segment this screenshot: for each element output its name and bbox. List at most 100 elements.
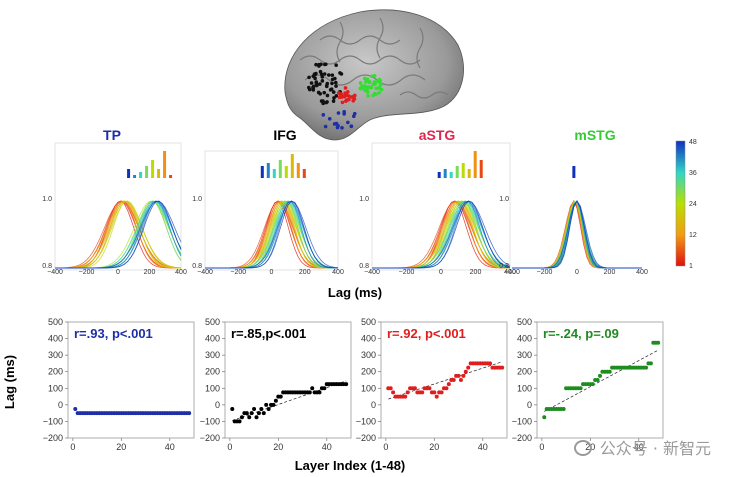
lag-curve <box>512 200 642 269</box>
electrode-dot <box>377 90 381 95</box>
y-tick-label: −100 <box>356 416 376 426</box>
electrode-dot <box>321 113 326 117</box>
y-tick-label: 300 <box>517 350 532 360</box>
electrode-dot <box>340 100 345 105</box>
electrode-dot <box>333 80 338 85</box>
electrode-dot <box>311 84 316 89</box>
peak-histogram-bar <box>127 169 131 178</box>
x-tick-label: 40 <box>478 442 488 452</box>
panel-title: mSTG <box>574 127 615 143</box>
lag-curve <box>512 201 642 269</box>
x-tick-label: 20 <box>273 442 283 452</box>
electrode-dot <box>342 94 347 99</box>
x-tick-label: 400 <box>504 269 516 276</box>
electrode-dot <box>338 71 342 75</box>
panel-title: IFG <box>273 127 296 143</box>
electrode-dot <box>371 82 376 87</box>
data-point <box>322 386 327 391</box>
panel-title: aSTG <box>419 127 456 143</box>
y-tick-label: 300 <box>48 350 63 360</box>
data-point <box>456 373 461 378</box>
y-tick-label: 0.8 <box>359 263 369 270</box>
lag-panel-ifg: IFG 1.0 0.8−400 −200 0 200 400 <box>192 127 344 276</box>
electrode-dot <box>342 110 347 114</box>
electrode-dot <box>322 90 327 95</box>
electrode-dot <box>365 87 370 91</box>
data-point <box>648 361 653 366</box>
peak-histogram-bar <box>296 163 300 178</box>
electrode-dot <box>313 76 317 81</box>
y-tick-label: 0.8 <box>42 263 52 270</box>
data-point <box>317 390 322 395</box>
electrode-dot <box>347 97 351 102</box>
data-point <box>187 411 192 416</box>
lag-curve <box>512 200 642 269</box>
y-tick-label: 100 <box>517 383 532 393</box>
peak-histogram-bar <box>473 151 477 178</box>
y-tick-label: −100 <box>200 416 220 426</box>
lag-curve <box>512 201 642 269</box>
x-tick-label: 20 <box>116 442 126 452</box>
peak-histogram-bar <box>272 169 276 178</box>
data-point <box>461 373 466 378</box>
lag-curve <box>205 200 339 269</box>
peak-histogram-bar <box>284 166 288 178</box>
x-tick-label: 400 <box>636 269 648 276</box>
x-tick-label: 400 <box>332 269 344 276</box>
x-tick-label: 40 <box>322 442 332 452</box>
electrode-dot <box>374 92 378 96</box>
y-tick-label: 1.0 <box>42 196 52 203</box>
colorbar-label-24: 24 <box>689 201 697 208</box>
panel-title: TP <box>103 127 121 143</box>
data-point <box>256 411 261 416</box>
electrode-dot <box>361 86 366 91</box>
electrode-dot <box>323 124 328 129</box>
lag-curve <box>512 200 642 269</box>
y-tick-label: 200 <box>361 367 376 377</box>
y-tick-label: 500 <box>205 317 220 327</box>
electrode-dot <box>330 73 335 77</box>
bottom-x-axis-label: Layer Index (1-48) <box>295 458 406 473</box>
data-point <box>434 394 439 399</box>
electrode-dot <box>339 92 344 96</box>
x-tick-label: 0 <box>116 269 120 276</box>
data-point <box>261 411 266 416</box>
lag-curve <box>55 200 182 269</box>
x-tick-label: 0 <box>270 269 274 276</box>
electrode-dot <box>333 76 337 81</box>
watermark-text: 公众号 · 新智元 <box>599 439 711 458</box>
peak-histogram-bar <box>169 175 173 178</box>
peak-histogram-bar <box>278 160 282 178</box>
electrode-dot <box>325 93 330 98</box>
brain-illustration <box>284 9 464 141</box>
data-point <box>266 407 271 411</box>
data-point <box>254 415 259 420</box>
peak-histogram-bar <box>260 166 264 178</box>
electrode-dot <box>326 73 331 77</box>
peak-histogram-bar <box>163 151 167 178</box>
stats-annotation: r=.93, p<.001 <box>74 326 153 341</box>
x-tick-label: 20 <box>429 442 439 452</box>
electrode-dot <box>335 125 340 130</box>
y-tick-label: 100 <box>48 383 63 393</box>
peak-histogram-bar <box>266 163 270 178</box>
x-tick-label: 0 <box>439 269 443 276</box>
y-tick-label: 100 <box>361 383 376 393</box>
electrode-dot <box>322 62 327 67</box>
x-tick-label: −400 <box>197 269 213 276</box>
electrode-dot <box>328 88 333 92</box>
colorbar-label-12: 12 <box>689 232 697 239</box>
data-point <box>458 378 463 382</box>
data-point <box>542 415 547 420</box>
x-tick-label: −400 <box>47 269 63 276</box>
y-tick-label: 1.0 <box>499 196 509 203</box>
peak-histogram-bar <box>437 172 441 178</box>
electrode-dot <box>330 81 334 86</box>
colorbar-label-48: 48 <box>689 139 697 146</box>
electrode-dot <box>321 101 325 106</box>
plot-frame <box>380 321 508 439</box>
y-tick-label: 0.8 <box>192 263 202 270</box>
peak-histogram-bar <box>467 169 471 178</box>
stats-annotation: r=.85,p<.001 <box>231 326 306 341</box>
